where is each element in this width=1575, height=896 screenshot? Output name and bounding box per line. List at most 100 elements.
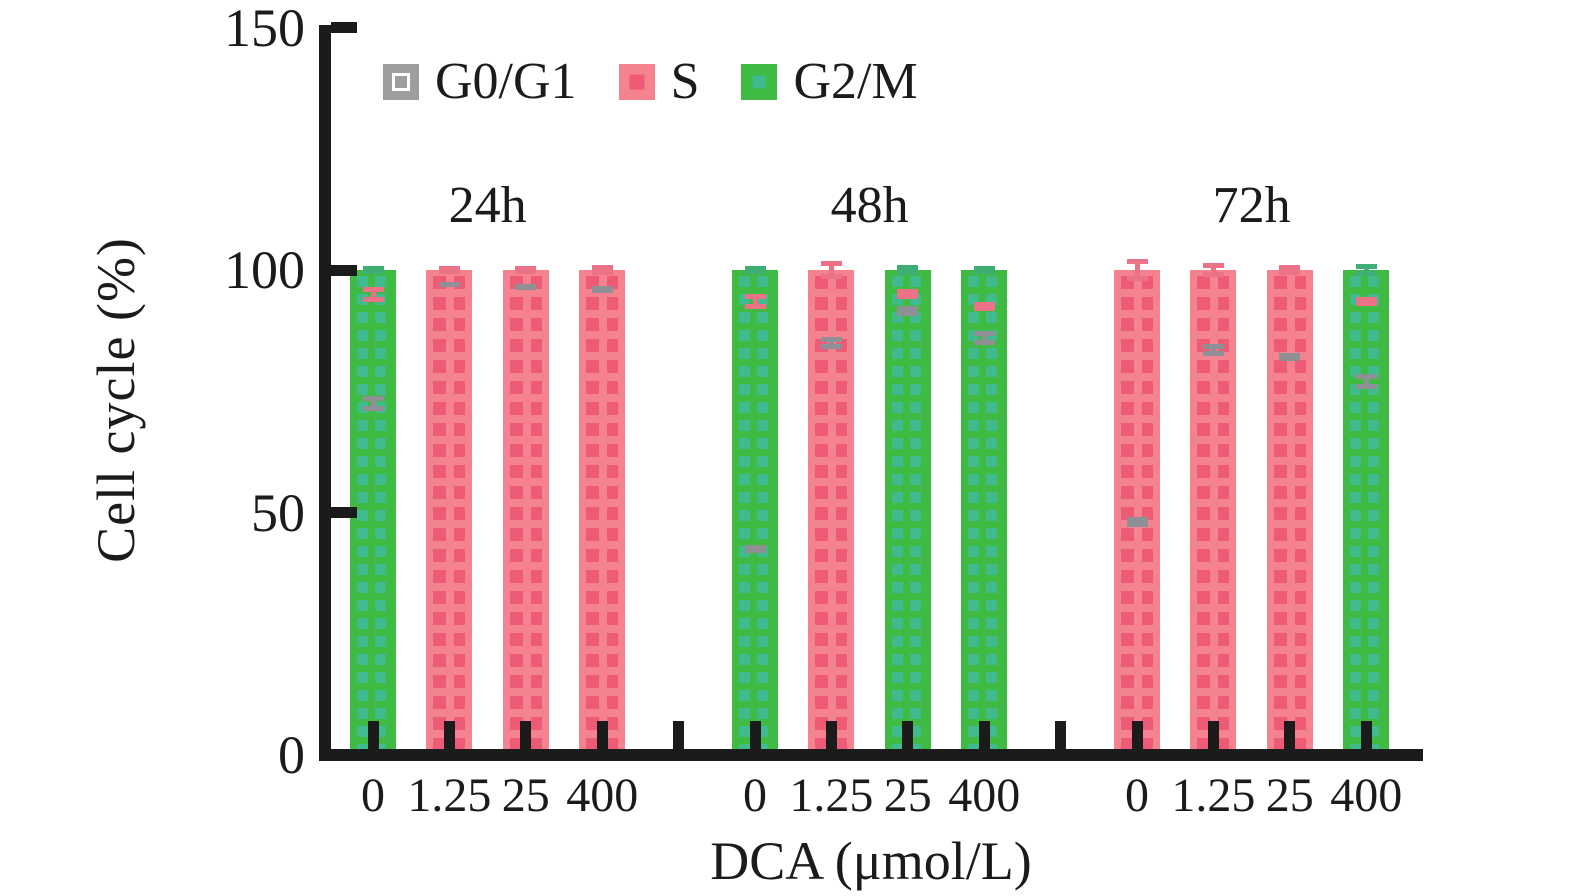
x-tick-label: 1.25	[1171, 769, 1256, 822]
x-tick-label: 400	[566, 769, 639, 822]
error-bar-cap	[973, 306, 995, 312]
error-bar-cap	[897, 306, 919, 312]
x-tick-mark	[825, 721, 837, 753]
legend-item-g0-g1: G0/G1	[383, 56, 577, 108]
legend-label: G0/G1	[435, 53, 577, 110]
error-bar-cap	[1126, 275, 1148, 281]
error-bar	[828, 336, 834, 349]
error-bar-cap	[362, 268, 384, 274]
x-tick-mark	[749, 721, 761, 753]
legend-item-g2-m: G2/M	[741, 56, 918, 108]
error-bar-cap	[591, 285, 613, 291]
bar-segment-s	[1190, 270, 1237, 761]
error-bar-cap	[362, 266, 384, 272]
y-tick-mark	[331, 22, 357, 33]
error-bar-cap	[362, 296, 384, 302]
error-bar-cap	[1202, 262, 1224, 268]
error-bar-cap	[744, 294, 766, 300]
error-bar-cap	[1126, 522, 1148, 528]
x-tick-mark	[520, 721, 532, 753]
error-bar-cap	[1126, 517, 1148, 523]
y-tick-mark	[331, 507, 357, 518]
error-bar-cap	[1202, 350, 1224, 356]
bar-pattern	[509, 276, 542, 753]
error-bar	[1210, 262, 1216, 278]
x-tick-mark	[1207, 721, 1219, 753]
error-bar-cap	[591, 265, 613, 271]
x-tick-mark	[673, 721, 685, 753]
error-bar-cap	[1355, 296, 1377, 302]
x-tick-label: 0	[361, 769, 385, 822]
x-tick-label: 400	[948, 769, 1021, 822]
bar-segment-g2-m	[350, 270, 396, 761]
bar-pattern	[739, 276, 771, 753]
error-bar	[1210, 344, 1216, 356]
y-tick-mark	[331, 264, 357, 276]
error-bar-cap	[820, 343, 842, 349]
x-axis-title: DCA (μmol/L)	[710, 831, 1032, 891]
bar-pattern	[357, 276, 389, 753]
error-bar-cap	[897, 289, 919, 295]
error-bar	[981, 330, 987, 346]
x-tick-mark	[367, 721, 379, 753]
error-bar-cap	[438, 268, 460, 274]
error-bar	[370, 396, 376, 411]
y-axis-line	[319, 25, 331, 761]
error-bar-cap	[1355, 270, 1377, 276]
bar-segment-s	[426, 270, 473, 761]
error-bar-cap	[973, 330, 995, 336]
error-bar-cap	[362, 286, 384, 292]
error-bar-cap	[515, 266, 537, 272]
bar-segment-s	[502, 270, 549, 761]
error-bar-cap	[515, 284, 537, 290]
x-tick-label: 25	[883, 769, 932, 822]
error-bar-cap	[973, 266, 995, 272]
error-bar-cap	[820, 336, 842, 342]
legend-swatch-pattern	[629, 74, 645, 90]
legend-swatch-pattern	[392, 73, 410, 91]
x-tick-mark	[1055, 721, 1067, 753]
error-bar-cap	[1355, 374, 1377, 380]
bar-segment-g2-m	[732, 270, 778, 761]
error-bar	[828, 261, 834, 279]
y-tick-label: 50	[251, 482, 305, 543]
x-tick-mark	[1284, 721, 1296, 753]
error-bar-cap	[897, 269, 919, 275]
error-bar-cap	[973, 340, 995, 346]
bar-pattern	[968, 276, 1001, 753]
error-bar-cap	[1202, 272, 1224, 278]
legend-swatch-s-icon	[618, 64, 655, 100]
x-tick-mark	[978, 721, 990, 753]
x-tick-label: 25	[1265, 769, 1314, 822]
error-bar-cap	[973, 301, 995, 307]
bar-segment-s	[579, 270, 626, 761]
error-bar-cap	[1279, 269, 1301, 275]
error-bar-cap	[1355, 301, 1377, 307]
bar-segment-g2-m	[961, 270, 1008, 761]
error-bar-cap	[1355, 383, 1377, 389]
error-bar-cap	[591, 288, 613, 294]
error-bar-cap	[1279, 353, 1301, 359]
error-bar	[1134, 259, 1140, 281]
x-tick-label: 25	[501, 769, 550, 822]
error-bar-cap	[897, 265, 919, 271]
bar-segment-g2-m	[884, 270, 931, 761]
error-bar-cap	[591, 269, 613, 275]
error-bar-cap	[1355, 264, 1377, 270]
bar-pattern	[433, 276, 466, 753]
error-bar-cap	[744, 547, 766, 553]
x-tick-label: 0	[743, 769, 767, 822]
error-bar-cap	[438, 281, 460, 287]
error-bar	[752, 294, 758, 309]
x-tick-mark	[1360, 721, 1372, 753]
y-tick-label: 150	[224, 0, 305, 58]
error-bar-cap	[744, 544, 766, 550]
error-bar-cap	[438, 266, 460, 272]
x-tick-label: 1.25	[407, 769, 492, 822]
bar-segment-g2-m	[1343, 270, 1390, 761]
error-bar-cap	[744, 303, 766, 309]
error-bar-cap	[362, 405, 384, 411]
error-bar-cap	[744, 268, 766, 274]
error-bar-cap	[897, 294, 919, 300]
